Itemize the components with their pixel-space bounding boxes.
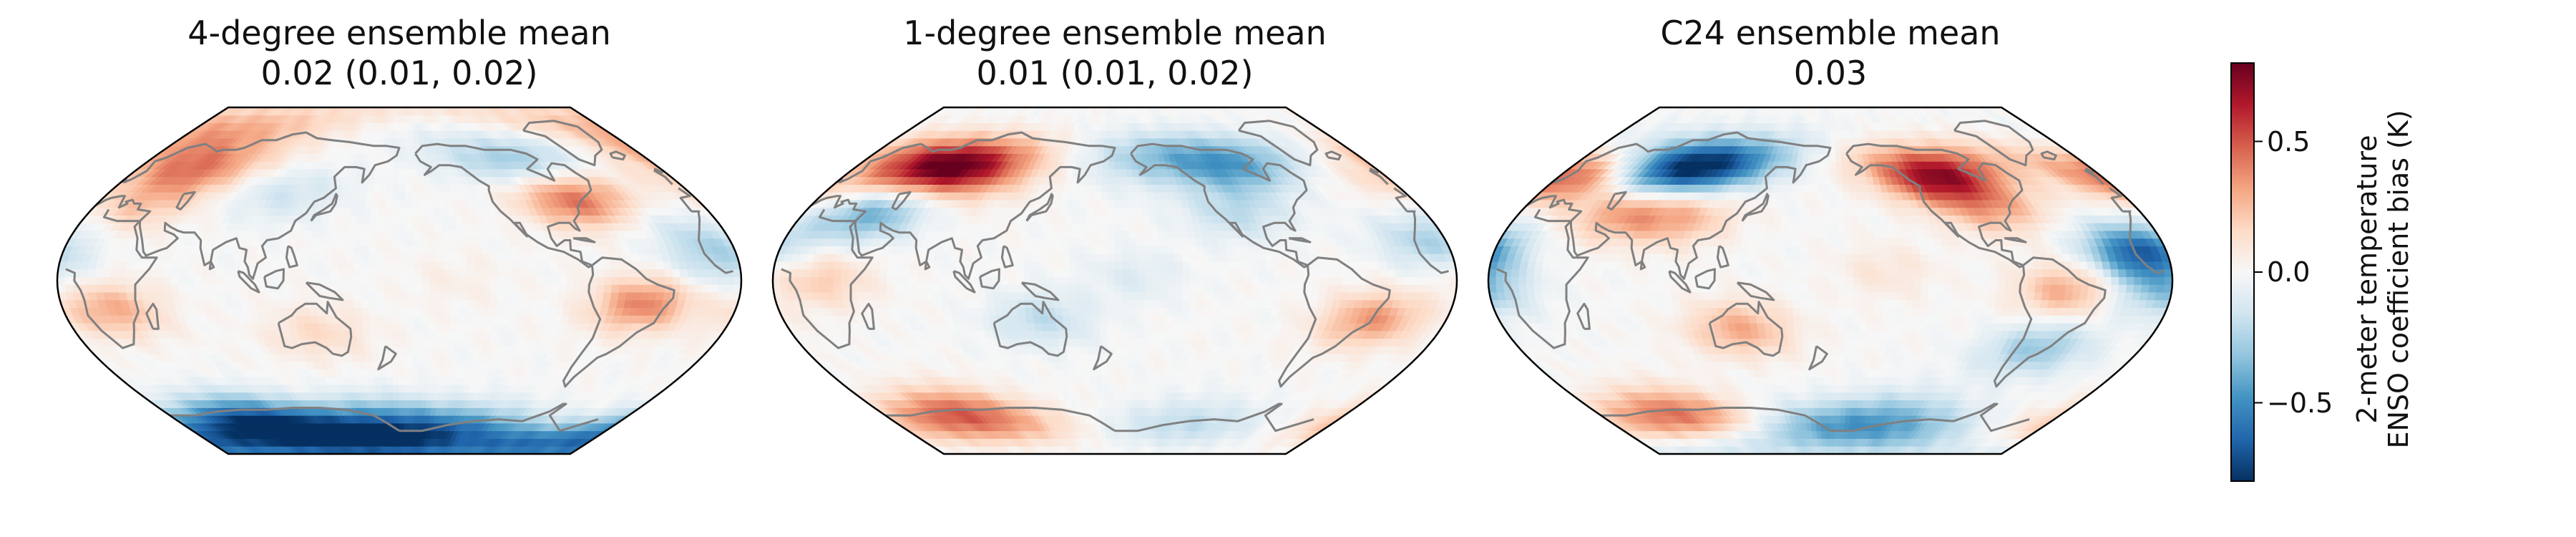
panel-3-subtitle: 0.03 <box>1793 54 1868 92</box>
map-outline <box>1487 106 2174 455</box>
temperature-field <box>773 107 1457 454</box>
map-outline <box>771 106 1458 455</box>
panel-2-title-text: 1-degree ensemble mean <box>903 14 1327 52</box>
panel-1-title-text: 4-degree ensemble mean <box>187 14 611 52</box>
colorbar-label-line2: ENSO coefficient bias (K) <box>2383 110 2414 449</box>
map-outline <box>56 106 743 455</box>
map-panel-4-degree <box>56 106 743 455</box>
colorbar <box>2230 62 2263 482</box>
panel-1-title: 4-degree ensemble mean 0.02 (0.01, 0.02) <box>42 13 757 93</box>
coastlines <box>1496 120 2165 432</box>
coastlines <box>781 120 1449 432</box>
map-panel-c24 <box>1487 106 2174 455</box>
panel-2-subtitle: 0.01 (0.01, 0.02) <box>976 54 1254 92</box>
map-panel-1-degree <box>771 106 1458 455</box>
colorbar-tick-label: 0.5 <box>2267 125 2311 158</box>
temperature-field <box>1488 107 2172 454</box>
colorbar-bar <box>2230 62 2255 482</box>
colorbar-label-line1: 2-meter temperature <box>2351 135 2383 424</box>
temperature-field <box>57 107 741 454</box>
panel-3-title: C24 ensemble mean 0.03 <box>1473 13 2188 93</box>
colorbar-tick-label: 0.0 <box>2267 256 2311 288</box>
panel-3-title-text: C24 ensemble mean <box>1660 14 2001 52</box>
panel-2-title: 1-degree ensemble mean 0.01 (0.01, 0.02) <box>757 13 1473 93</box>
panel-1-subtitle: 0.02 (0.01, 0.02) <box>260 54 538 92</box>
colorbar-label: 2-meter temperature ENSO coefficient bia… <box>2351 110 2414 448</box>
colorbar-tick-label: −0.5 <box>2267 387 2333 419</box>
coastlines <box>65 120 733 432</box>
